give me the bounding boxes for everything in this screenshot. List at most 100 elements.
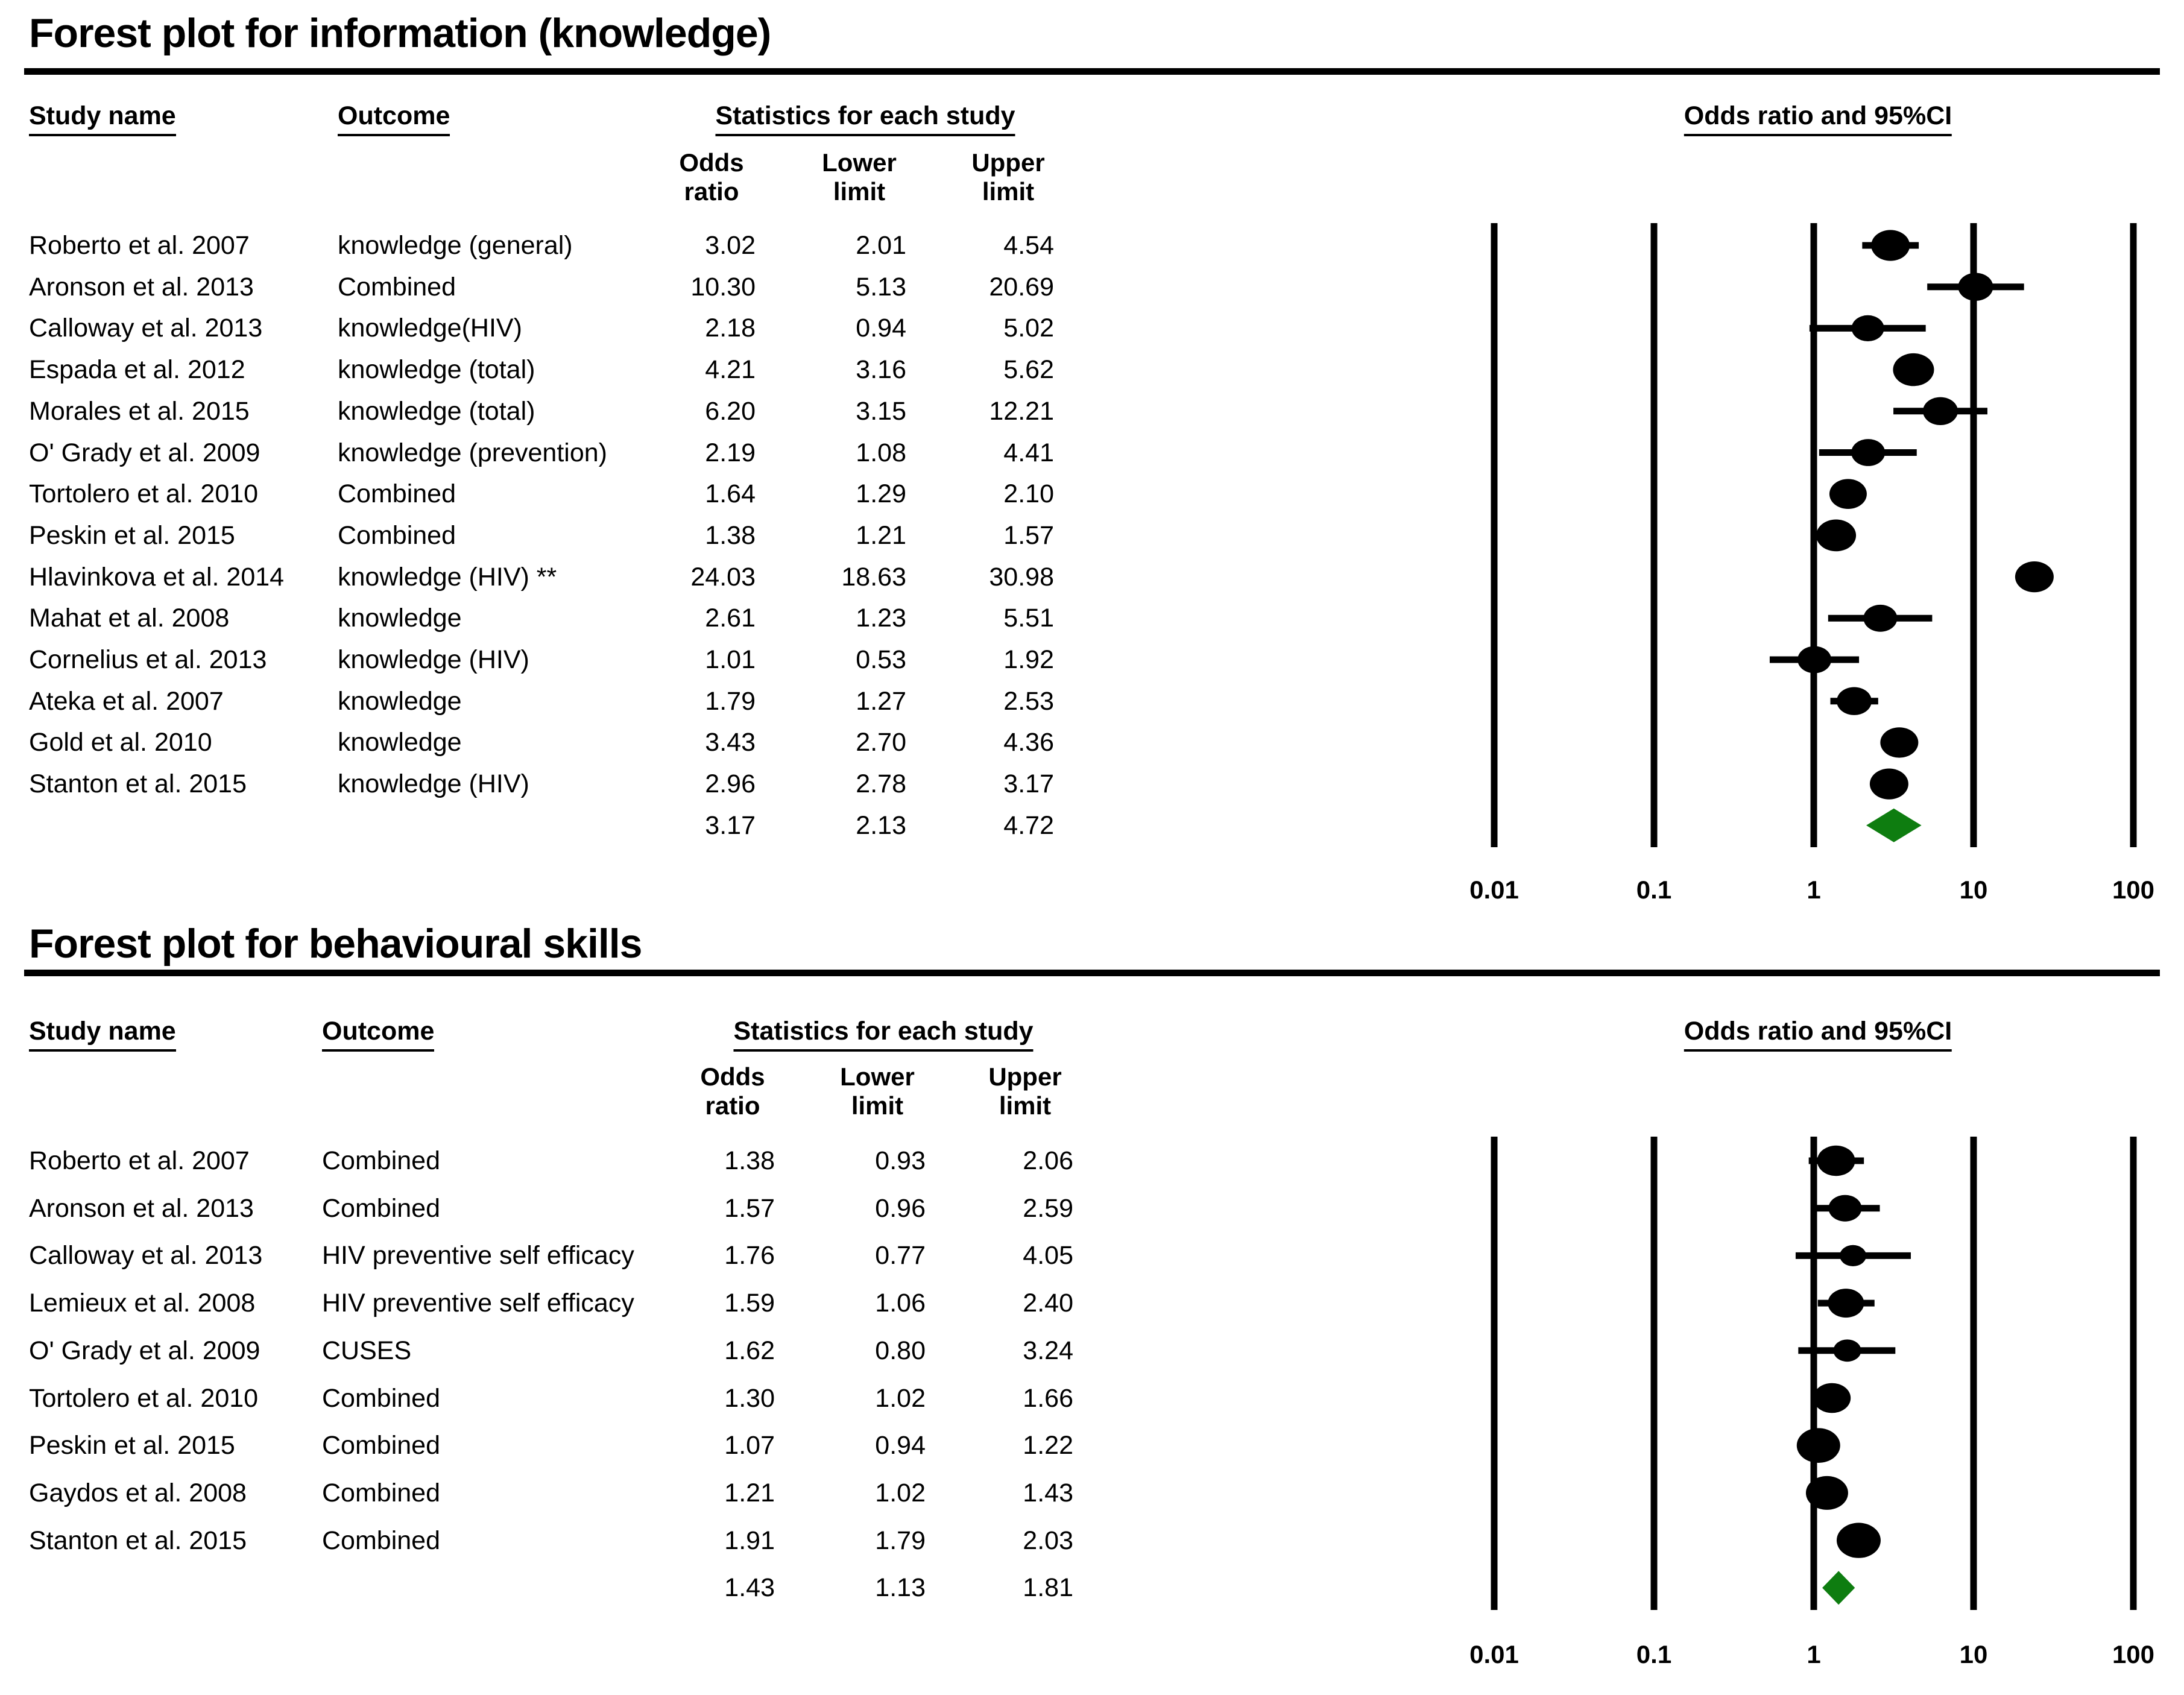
upper-limit-value: 1.66 xyxy=(1023,1384,1073,1413)
column-header-statistics-2: Statistics for each study xyxy=(733,1017,1034,1052)
upper-limit-value: 20.69 xyxy=(989,273,1054,301)
lower-limit-value: 1.29 xyxy=(856,479,906,508)
study-outcome: Combined xyxy=(322,1526,440,1555)
lower-limit-value: 0.77 xyxy=(875,1241,926,1270)
lower-limit-value: 0.93 xyxy=(875,1146,926,1175)
upper-limit-value: 2.03 xyxy=(1023,1526,1073,1555)
or-dot xyxy=(1893,353,1934,387)
lower-limit-value: 1.23 xyxy=(856,604,906,633)
column-header-outcome-2: Outcome xyxy=(322,1017,435,1052)
lower-limit-value: 5.13 xyxy=(856,273,906,301)
odds-ratio-value: 6.20 xyxy=(705,397,756,426)
lower-limit-value: 0.94 xyxy=(856,314,906,342)
study-outcome: HIV preventive self efficacy xyxy=(322,1241,634,1270)
study-outcome: knowledge(HIV) xyxy=(338,314,522,342)
study-name: Roberto et al. 2007 xyxy=(29,1146,250,1175)
or-dot xyxy=(1817,1145,1855,1176)
lower-limit-value: 3.15 xyxy=(856,397,906,426)
column-header-study-name-2: Study name xyxy=(29,1017,176,1052)
odds-ratio-value: 1.76 xyxy=(724,1241,775,1270)
or-dot xyxy=(1958,273,1993,301)
or-dot xyxy=(1922,397,1958,425)
lower-limit-value: 2.78 xyxy=(856,769,906,798)
or-dot xyxy=(1816,519,1857,552)
odds-ratio-value: 2.61 xyxy=(705,604,756,633)
upper-limit-value: 4.05 xyxy=(1023,1241,1073,1270)
odds-ratio-value: 1.64 xyxy=(705,479,756,508)
odds-ratio-value: 2.19 xyxy=(705,438,756,467)
study-name: Gold et al. 2010 xyxy=(29,728,212,757)
summary-lower-limit-value: 1.13 xyxy=(875,1573,926,1602)
odds-ratio-value: 2.18 xyxy=(705,314,756,342)
upper-limit-value: 5.62 xyxy=(1003,355,1054,384)
odds-ratio-value: 1.62 xyxy=(724,1336,775,1365)
page-title-2: Forest plot for behavioural skills xyxy=(29,921,642,967)
odds-ratio-value: 10.30 xyxy=(690,273,756,301)
subheader-odds-line2: ratio xyxy=(684,177,739,206)
column-header-outcome: Outcome xyxy=(338,101,450,136)
subheader-lower-limit-2: Lower limit xyxy=(840,1062,915,1120)
subheader-odds-ratio-2: Odds ratio xyxy=(700,1062,765,1120)
study-name: O' Grady et al. 2009 xyxy=(29,1336,260,1365)
study-outcome: knowledge (HIV) xyxy=(338,645,529,674)
odds-ratio-value: 1.79 xyxy=(705,687,756,716)
odds-ratio-value: 1.38 xyxy=(705,521,756,550)
subheader-odds-line1: Odds xyxy=(679,148,744,177)
study-name: Gaydos et al. 2008 xyxy=(29,1479,247,1507)
upper-limit-value: 4.54 xyxy=(1003,231,1054,260)
study-outcome: knowledge xyxy=(338,728,462,757)
odds-ratio-value: 1.57 xyxy=(724,1194,775,1223)
study-name: Morales et al. 2015 xyxy=(29,397,250,426)
study-outcome: knowledge (total) xyxy=(338,397,535,426)
column-header-odds-ratio-ci-2: Odds ratio and 95%CI xyxy=(1684,1017,1952,1052)
study-outcome: Combined xyxy=(322,1194,440,1223)
axis-tick-label: 100 xyxy=(2112,1640,2154,1668)
column-header-study-name: Study name xyxy=(29,101,176,136)
odds-ratio-value: 1.91 xyxy=(724,1526,775,1555)
axis-tick-label: 10 xyxy=(1960,876,1988,904)
subheader-lower-line2: limit xyxy=(833,177,886,206)
upper-limit-value: 12.21 xyxy=(989,397,1054,426)
lower-limit-value: 2.01 xyxy=(856,231,906,260)
subheader-upper-limit: Upper limit xyxy=(971,148,1044,206)
column-header-statistics: Statistics for each study xyxy=(715,101,1015,136)
study-name: Roberto et al. 2007 xyxy=(29,231,250,260)
axis-tick-label: 100 xyxy=(2112,876,2154,904)
subheader-lower-line1-2: Lower xyxy=(840,1062,915,1091)
upper-limit-value: 5.51 xyxy=(1003,604,1054,633)
or-dot xyxy=(1851,439,1886,466)
upper-limit-value: 4.41 xyxy=(1003,438,1054,467)
upper-limit-value: 3.24 xyxy=(1023,1336,1073,1365)
study-name: Aronson et al. 2013 xyxy=(29,273,254,301)
study-outcome: knowledge xyxy=(338,604,462,633)
study-name: Hlavinkova et al. 2014 xyxy=(29,563,285,592)
odds-ratio-value: 2.96 xyxy=(705,769,756,798)
study-outcome: knowledge (general) xyxy=(338,231,573,260)
or-dot xyxy=(1833,1339,1861,1362)
study-name: Espada et al. 2012 xyxy=(29,355,245,384)
or-dot xyxy=(1869,768,1908,800)
axis-tick-label: 1 xyxy=(1807,876,1820,904)
or-dot xyxy=(1805,1476,1848,1510)
odds-ratio-value: 1.07 xyxy=(724,1431,775,1460)
study-outcome: HIV preventive self efficacy xyxy=(322,1289,634,1318)
axis-tick-label: 0.01 xyxy=(1469,876,1519,904)
subheader-lower-limit: Lower limit xyxy=(822,148,897,206)
upper-limit-value: 2.53 xyxy=(1003,687,1054,716)
axis-tick-label: 0.1 xyxy=(1636,876,1671,904)
study-name: Cornelius et al. 2013 xyxy=(29,645,267,674)
subheader-odds-line2-2: ratio xyxy=(705,1091,760,1120)
study-outcome: knowledge xyxy=(338,687,462,716)
study-outcome: Combined xyxy=(322,1384,440,1413)
study-outcome: CUSES xyxy=(322,1336,412,1365)
study-outcome: Combined xyxy=(338,273,456,301)
lower-limit-value: 0.80 xyxy=(875,1336,926,1365)
summary-upper-limit-value: 4.72 xyxy=(1003,811,1054,840)
title-divider xyxy=(24,68,2160,75)
study-name: Aronson et al. 2013 xyxy=(29,1194,254,1223)
odds-ratio-value: 1.59 xyxy=(724,1289,775,1318)
subheader-lower-line2-2: limit xyxy=(851,1091,904,1120)
or-dot xyxy=(2015,561,2054,593)
